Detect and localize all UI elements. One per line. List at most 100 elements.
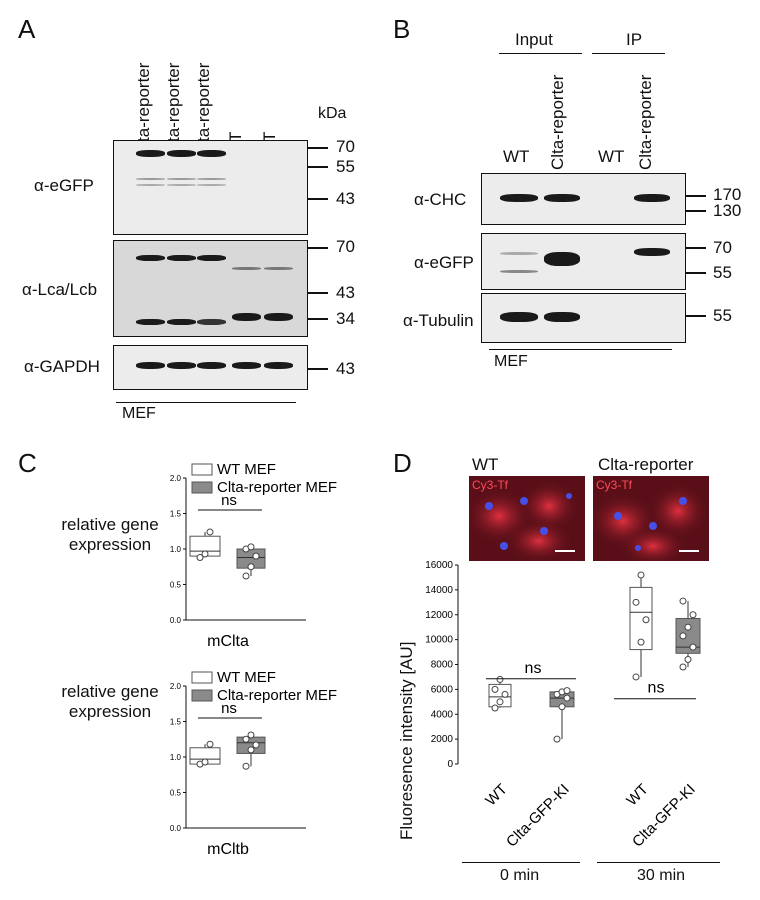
- c2-legend-swatch-ki: [191, 689, 213, 702]
- image-title-wt: WT: [472, 455, 499, 474]
- c1-legend-swatch-wt: [191, 463, 213, 476]
- d-box3-point: [679, 597, 687, 605]
- group-30min: 30 min: [637, 867, 686, 884]
- panel-letter-a: A: [18, 14, 36, 44]
- d-box3-point: [684, 656, 692, 664]
- blot-egfp: [113, 140, 308, 235]
- d-ytick-label: 4000: [431, 709, 454, 720]
- stain-label-reporter: Cy3-Tf: [596, 478, 632, 492]
- marker-70: 70: [336, 137, 355, 156]
- marker-43: 43: [336, 189, 355, 208]
- d-box3-point: [679, 632, 687, 640]
- c1-ytick-label: 1.0: [170, 545, 182, 554]
- d-box0-point: [496, 675, 504, 683]
- c2-ylabel: relative gene expression: [61, 682, 159, 721]
- c2-legend-ki: Clta-reporter MEF: [217, 687, 337, 704]
- d-box3-point: [689, 643, 697, 651]
- d-box3-point: [679, 663, 687, 671]
- d-ytick-label: 8000: [431, 660, 454, 671]
- d-ytick-label: 6000: [431, 684, 454, 695]
- blot-egfp-b: [481, 233, 686, 290]
- micrograph-wt: Cy3-Tf: [469, 476, 585, 561]
- c1-ki-point: [252, 552, 260, 560]
- marker-70b: 70: [336, 237, 355, 256]
- c1-ylabel: relative gene expression: [61, 515, 159, 554]
- c2-ki-point: [252, 741, 260, 749]
- d-box0-point: [501, 690, 509, 698]
- blot-tubulin: [481, 293, 686, 343]
- c1-legend-swatch-ki: [191, 481, 213, 494]
- d-xtick-label: Clta-GFP-KI: [503, 781, 573, 851]
- blot-label-gapdh: α-GAPDH: [24, 357, 100, 376]
- d-box0-point: [491, 685, 499, 693]
- d-ytick-label: 2000: [431, 734, 454, 745]
- marker-170: 170: [713, 185, 742, 204]
- c1-sig: ns: [221, 492, 237, 509]
- d-box1-point: [563, 687, 571, 695]
- d-ytick-label: 12000: [425, 610, 453, 621]
- c2-ytick-label: 0.5: [170, 789, 182, 798]
- c2-ytick-label: 1.0: [170, 753, 182, 762]
- cell-label-b: MEF: [494, 353, 528, 370]
- c1-xlabel: mClta: [207, 633, 249, 650]
- panel-letter-c: C: [18, 448, 37, 478]
- c1-ytick-label: 0.5: [170, 581, 182, 590]
- d-box3-point: [684, 623, 692, 631]
- b-lane-3: WT: [598, 147, 625, 166]
- d-xtick-label: WT: [623, 781, 652, 810]
- c2-wt-point: [201, 758, 209, 766]
- d-ytick-label: 0: [447, 759, 453, 770]
- kda-label: kDa: [318, 105, 347, 122]
- c1-ytick-label: 1.5: [170, 510, 182, 519]
- c2-ki-point: [247, 731, 255, 739]
- panel-letter-d: D: [393, 448, 412, 478]
- marker-55-c: 55: [713, 306, 732, 325]
- c1-ytick-label: 2.0: [170, 474, 182, 483]
- d-ylabel: Fluoresence intensity [AU]: [397, 641, 416, 840]
- blot-label-chc: α-CHC: [414, 190, 467, 209]
- panel-letter-b: B: [393, 14, 411, 44]
- d-box2-point: [637, 638, 645, 646]
- blot-label-egfp-b: α-eGFP: [414, 253, 474, 272]
- c2-xlabel: mCltb: [207, 841, 249, 858]
- blot-gapdh: [113, 345, 308, 390]
- d-box0-point: [496, 698, 504, 706]
- marker-55-b: 55: [713, 263, 732, 282]
- image-title-reporter: Clta-reporter: [598, 455, 694, 474]
- blot-label-egfp: α-eGFP: [34, 176, 94, 195]
- c1-ki-point: [247, 563, 255, 571]
- c2-ki-point: [242, 735, 250, 743]
- marker-70-b: 70: [713, 238, 732, 257]
- group-ip: IP: [626, 30, 643, 49]
- marker-43c: 43: [336, 359, 355, 378]
- blot-label-lca-lcb: α-Lca/Lcb: [22, 280, 98, 299]
- c2-legend-wt: WT MEF: [217, 669, 276, 686]
- c2-ki-point: [247, 746, 255, 754]
- c1-wt-point: [196, 554, 204, 562]
- c1-ytick-label: 0.0: [170, 616, 182, 625]
- d-ytick-label: 14000: [425, 585, 453, 596]
- c2-ytick-label: 1.5: [170, 718, 182, 727]
- blot-chc: [481, 173, 686, 225]
- group-0min: 0 min: [500, 867, 540, 884]
- marker-43b: 43: [336, 283, 355, 302]
- d-sig-0: ns: [525, 660, 542, 677]
- d-box3-point: [689, 611, 697, 619]
- c2-sig: ns: [221, 700, 237, 717]
- d-sig-1: ns: [648, 680, 665, 697]
- d-xtick-label: WT: [482, 781, 511, 810]
- d-box1-point: [563, 694, 571, 702]
- c2-legend-swatch-wt: [191, 671, 213, 684]
- c2-ytick-label: 0.0: [170, 824, 182, 833]
- c2-wt-point: [206, 740, 214, 748]
- d-box1-point: [553, 735, 561, 743]
- b-lane-1: WT: [503, 147, 530, 166]
- c1-legend-ki: Clta-reporter MEF: [217, 479, 337, 496]
- d-box2-point: [642, 616, 650, 624]
- c1-legend-wt: WT MEF: [217, 461, 276, 478]
- d-box2-point: [637, 571, 645, 579]
- c1-ki-point: [242, 572, 250, 580]
- blot-lca-lcb: [113, 240, 308, 337]
- micrograph-reporter: Cy3-Tf: [593, 476, 709, 561]
